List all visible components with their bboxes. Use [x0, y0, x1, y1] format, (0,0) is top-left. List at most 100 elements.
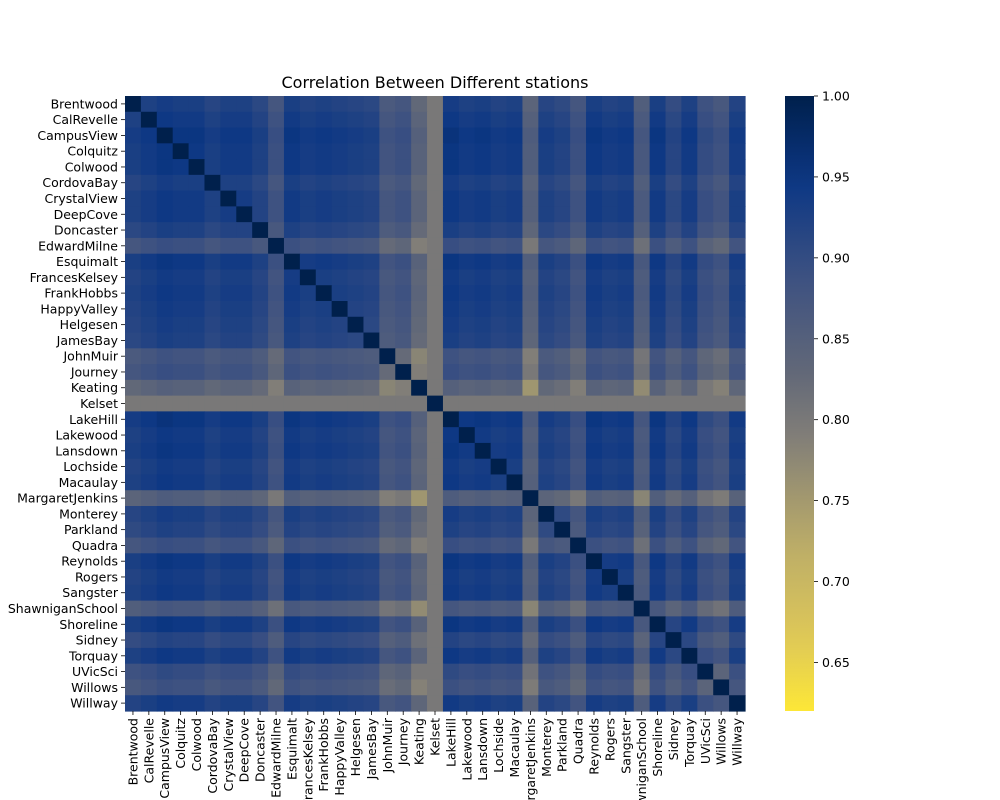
- heatmap-cell: [379, 285, 396, 302]
- heatmap-cell: [204, 364, 221, 381]
- heatmap-cell: [299, 647, 317, 665]
- heatmap-cell: [697, 695, 714, 712]
- heatmap-cell: [633, 647, 651, 665]
- heatmap-cell: [411, 663, 428, 681]
- heatmap-cell: [268, 521, 285, 539]
- heatmap-cell: [411, 379, 428, 397]
- heatmap-cell: [554, 647, 571, 665]
- heatmap-cell: [506, 253, 524, 271]
- heatmap-cell: [268, 537, 285, 554]
- heatmap-cell: [522, 632, 539, 649]
- heatmap-cell: [713, 663, 730, 681]
- x-tick-label: Doncaster: [253, 717, 268, 782]
- heatmap-cell: [395, 490, 412, 507]
- heatmap-cell: [220, 379, 237, 397]
- heatmap-cell: [236, 285, 253, 302]
- heatmap-cell: [617, 316, 635, 334]
- heatmap-cell: [156, 348, 174, 365]
- heatmap-cell: [729, 600, 746, 617]
- heatmap-cell: [315, 237, 333, 255]
- heatmap-cell: [601, 237, 619, 255]
- heatmap-cell: [315, 190, 333, 207]
- heatmap-cell: [220, 364, 237, 381]
- heatmap-cell: [204, 285, 221, 302]
- heatmap-cell: [713, 600, 730, 617]
- heatmap-cell: [220, 600, 237, 617]
- heatmap-cell: [729, 442, 746, 460]
- heatmap-cell: [474, 632, 492, 649]
- heatmap-cell: [474, 600, 492, 617]
- heatmap-cell: [172, 679, 190, 696]
- heatmap-cell: [315, 506, 333, 523]
- heatmap-cell: [427, 222, 444, 239]
- heatmap-cell: [617, 174, 635, 192]
- heatmap-cell: [363, 253, 380, 271]
- heatmap-cell: [379, 632, 396, 649]
- heatmap-cell: [140, 679, 158, 696]
- heatmap-cell: [570, 127, 587, 144]
- heatmap-cell: [474, 474, 492, 491]
- heatmap-cell: [713, 364, 730, 381]
- heatmap-cell: [395, 269, 412, 286]
- heatmap-cell: [442, 458, 460, 476]
- heatmap-cell: [713, 206, 730, 223]
- heatmap-cell: [522, 332, 539, 349]
- heatmap-cell: [649, 174, 667, 192]
- heatmap-cell: [268, 159, 285, 176]
- y-tick-label: Doncaster: [54, 223, 119, 238]
- heatmap-cell: [140, 569, 158, 586]
- heatmap-cell: [363, 679, 380, 696]
- heatmap-cell: [379, 206, 396, 223]
- heatmap-cell: [379, 584, 396, 602]
- heatmap-cell: [411, 395, 428, 412]
- x-tick-label: EdwardMilne: [269, 718, 284, 798]
- heatmap-cell: [570, 679, 587, 696]
- heatmap-cell: [220, 458, 237, 476]
- heatmap-cell: [236, 301, 253, 318]
- heatmap-cell: [204, 127, 221, 144]
- heatmap-cell: [522, 364, 539, 381]
- heatmap-cell: [172, 206, 190, 223]
- heatmap-cell: [729, 584, 746, 602]
- heatmap-cell: [586, 127, 603, 144]
- heatmap-cell: [283, 285, 301, 302]
- heatmap-cell: [458, 600, 476, 617]
- heatmap-cell: [681, 269, 698, 286]
- heatmap-cell: [395, 237, 412, 255]
- heatmap-cell: [617, 301, 635, 318]
- heatmap-cell: [236, 206, 253, 223]
- heatmap-cell: [125, 127, 142, 144]
- heatmap-cell: [729, 190, 746, 207]
- heatmap-cell: [220, 395, 237, 412]
- heatmap-cell: [522, 506, 539, 523]
- heatmap-cell: [331, 427, 349, 444]
- heatmap-cell: [586, 679, 603, 696]
- heatmap-cell: [140, 553, 158, 570]
- heatmap-cell: [506, 285, 524, 302]
- heatmap-cell: [156, 663, 174, 681]
- heatmap-cell: [490, 427, 508, 444]
- heatmap-cell: [617, 379, 635, 397]
- heatmap-cell: [315, 316, 333, 334]
- y-tick-label: Reynolds: [61, 554, 118, 569]
- heatmap-cell: [665, 301, 683, 318]
- heatmap-cell: [538, 143, 555, 160]
- heatmap-cell: [268, 237, 285, 255]
- heatmap-cell: [395, 695, 412, 712]
- heatmap-cell: [665, 632, 683, 649]
- heatmap-cell: [601, 159, 619, 176]
- heatmap-cell: [649, 237, 667, 255]
- heatmap-cell: [140, 379, 158, 397]
- heatmap-cell: [458, 458, 476, 476]
- x-axis-tick-labels: Brentwood CalRevelle CampusView Colquitz Col…: [125, 711, 745, 800]
- heatmap-cell: [665, 253, 683, 271]
- heatmap-cell: [633, 490, 651, 507]
- heatmap-cell: [347, 253, 365, 271]
- heatmap-cell: [204, 348, 221, 365]
- heatmap-cell: [299, 111, 317, 129]
- heatmap-cell: [729, 679, 746, 696]
- heatmap-cell: [586, 584, 603, 602]
- heatmap-cell: [554, 537, 571, 554]
- heatmap-cell: [220, 222, 237, 239]
- heatmap-cell: [522, 237, 539, 255]
